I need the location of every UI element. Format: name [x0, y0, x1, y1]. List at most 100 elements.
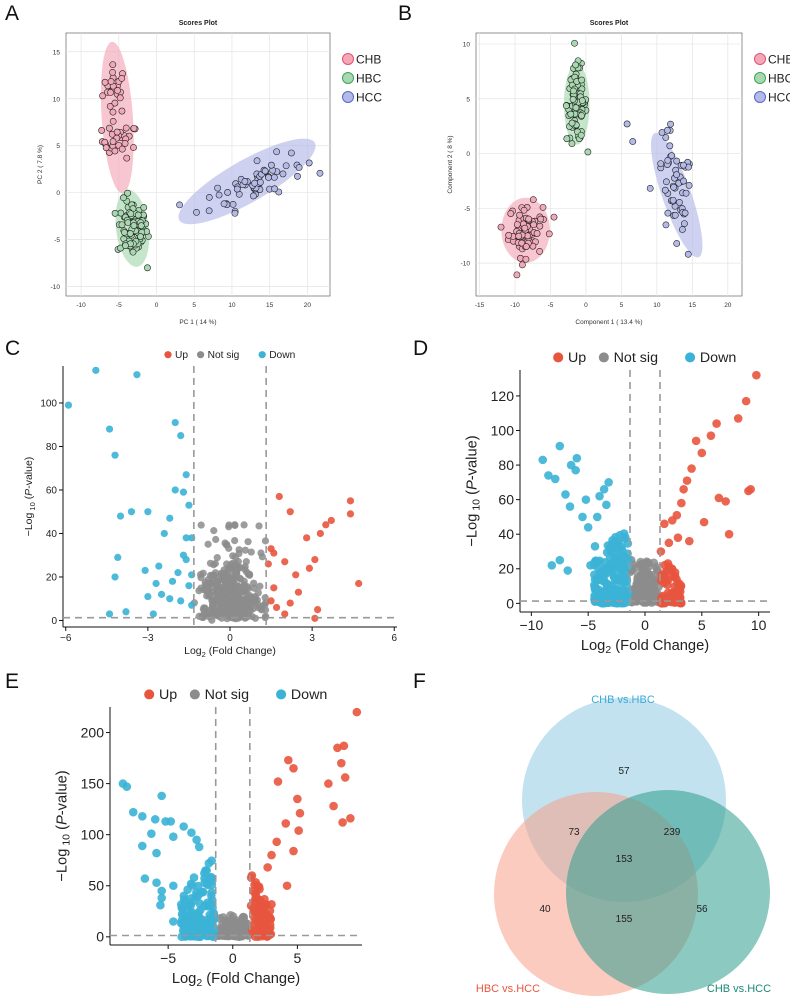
point-down	[605, 553, 615, 563]
point-up	[712, 419, 721, 428]
data-point-hcc	[646, 184, 654, 192]
point-up	[270, 584, 278, 592]
point-up	[258, 902, 268, 911]
point-down	[105, 610, 114, 618]
point-up	[267, 545, 275, 553]
point-down	[572, 453, 582, 463]
data-point-hbc	[127, 210, 135, 218]
point-down	[565, 502, 575, 511]
point-up	[724, 529, 734, 539]
panel-letter-f: F	[413, 670, 426, 693]
data-point-hcc	[661, 186, 669, 194]
data-point-hcc	[193, 209, 200, 216]
point-up	[257, 931, 267, 941]
x-tick-label: 15	[689, 302, 697, 309]
data-point-hbc	[122, 242, 129, 250]
legend-marker-not-sig	[598, 352, 609, 363]
point-down	[140, 874, 150, 883]
x-tick-label: −10	[519, 617, 543, 633]
point-notsig	[256, 582, 264, 590]
point-notsig	[218, 588, 227, 597]
point-up	[352, 707, 362, 717]
point-down	[189, 873, 199, 882]
data-point-hcc	[684, 250, 692, 258]
point-down	[578, 512, 587, 522]
y-tick-label: 10	[53, 96, 61, 103]
data-point-hcc	[287, 149, 295, 157]
data-point-chb	[98, 127, 106, 134]
point-up	[337, 758, 346, 768]
point-up	[658, 591, 668, 601]
data-point-hcc	[265, 174, 272, 181]
point-up	[346, 497, 355, 505]
legend-marker-up	[164, 351, 172, 359]
data-point-hbc	[111, 209, 119, 217]
point-up	[346, 814, 355, 823]
point-up	[672, 575, 681, 584]
chart-title: Scores Plot	[590, 20, 629, 27]
point-notsig	[213, 554, 221, 562]
point-down	[185, 925, 195, 934]
point-down	[177, 432, 185, 440]
data-point-chb	[113, 128, 121, 136]
data-point-hbc	[124, 189, 132, 197]
point-down	[111, 573, 119, 581]
y-tick-label: 0	[506, 595, 514, 611]
point-up	[289, 763, 298, 773]
point-down	[192, 835, 201, 845]
data-point-chb	[536, 247, 544, 255]
legend-label-chb: CHB	[768, 53, 790, 67]
y-tick-label: 40	[46, 529, 58, 540]
panel-letter-a: A	[5, 2, 19, 25]
y-tick-label: 10	[463, 41, 471, 48]
y-tick-label: 40	[498, 526, 514, 542]
x-tick-label: 6	[391, 633, 397, 644]
point-down	[609, 565, 619, 575]
x-tick-label: 20	[304, 302, 312, 309]
point-up	[311, 555, 319, 564]
y-tick-label: 50	[88, 878, 104, 894]
data-point-chb	[550, 213, 558, 221]
data-point-hbc	[568, 140, 576, 147]
data-point-chb	[111, 99, 119, 107]
point-up	[286, 508, 294, 516]
data-point-chb	[109, 61, 117, 69]
point-down	[596, 574, 605, 584]
point-notsig	[241, 608, 249, 617]
y-tick-label: 60	[46, 485, 58, 496]
y-tick-label: 15	[53, 49, 61, 56]
legend-marker-chb	[754, 53, 766, 65]
point-notsig	[212, 535, 220, 544]
point-down	[599, 484, 609, 494]
point-down	[141, 566, 149, 575]
y-tick-label: 150	[81, 776, 105, 792]
point-down	[138, 811, 147, 821]
point-down	[604, 478, 613, 487]
data-point-hcc	[664, 157, 672, 164]
point-down	[603, 588, 613, 598]
point-up	[295, 808, 305, 818]
point-down	[187, 828, 196, 837]
point-notsig	[250, 593, 259, 601]
data-point-chb	[101, 78, 109, 86]
point-down	[179, 822, 188, 831]
legend-label-not-sig: Not sig	[208, 350, 240, 361]
point-down	[144, 508, 152, 516]
point-down	[166, 514, 174, 522]
point-down	[618, 573, 628, 583]
point-down	[127, 508, 136, 516]
x-tick-label: -10	[76, 302, 86, 309]
point-down	[619, 529, 629, 538]
data-point-hcc	[623, 120, 631, 128]
data-point-hcc	[657, 160, 665, 168]
point-down	[602, 500, 611, 510]
point-notsig	[232, 559, 240, 567]
data-point-hcc	[305, 159, 313, 167]
legend-marker-down	[258, 351, 266, 359]
y-tick-label: 80	[46, 442, 58, 453]
point-up	[662, 567, 671, 576]
legend-marker-hcc	[342, 91, 354, 103]
point-down	[152, 878, 161, 887]
data-point-hbc	[567, 110, 575, 118]
y-tick-label: 0	[96, 929, 104, 945]
